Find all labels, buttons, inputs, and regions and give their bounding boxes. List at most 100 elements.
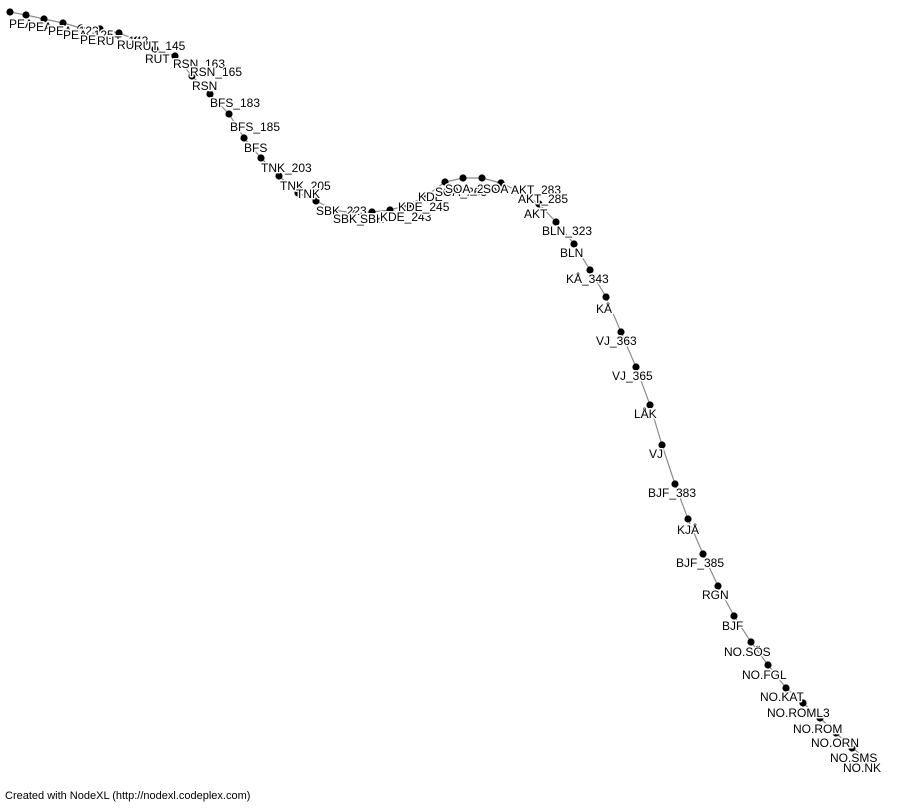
graph-edge	[278, 175, 299, 194]
graph-node	[133, 36, 141, 44]
node-label: RUT_143	[97, 34, 149, 48]
node-label: AKT_285	[518, 192, 568, 206]
node-label: NO.FGL	[742, 668, 787, 682]
graph-node	[497, 179, 505, 187]
node-label: TNK_205	[280, 179, 331, 193]
node-label: KÅ	[596, 301, 612, 316]
node-label: KJÅ	[677, 522, 699, 537]
graph-node	[294, 189, 302, 197]
graph-node	[422, 192, 430, 200]
graph-edge	[802, 702, 821, 719]
graph-edge	[243, 137, 262, 159]
graph-node	[552, 218, 560, 226]
nodexl-credit: Created with NodeXL (http://nodexl.codep…	[5, 790, 251, 802]
graph-node	[275, 172, 283, 180]
graph-edge	[750, 641, 769, 666]
graph-node	[441, 178, 449, 186]
graph-edge	[538, 203, 557, 223]
node-label: KDE_245	[398, 200, 450, 214]
graph-node	[747, 638, 755, 646]
node-label: NO.ROML3	[767, 706, 830, 720]
graph-node	[188, 72, 196, 80]
graph-edge	[687, 518, 704, 555]
node-label: RSN_163	[173, 57, 225, 71]
node-label: VJ_363	[596, 334, 637, 348]
graph-edge	[519, 191, 540, 205]
node-label: RSN_165	[190, 65, 242, 79]
graph-edge	[209, 93, 230, 115]
graph-node	[349, 209, 357, 217]
graph-edge	[649, 404, 663, 446]
graph-node	[22, 11, 30, 19]
graph-node	[671, 480, 679, 488]
graph-node	[632, 363, 640, 371]
node-label: NO.NK	[843, 761, 881, 775]
node-label: LÅK	[634, 406, 657, 421]
node-label: SBK_225	[333, 212, 384, 226]
graph-node	[586, 266, 594, 274]
graph-node	[225, 110, 233, 118]
graph-node	[516, 188, 524, 196]
graph-node	[646, 401, 654, 409]
graph-node	[832, 729, 840, 737]
graph-edge	[620, 331, 637, 368]
graph-edge	[174, 55, 193, 77]
graph-node	[312, 197, 320, 205]
node-label: PEA	[9, 17, 33, 31]
node-label: NO.KAT	[760, 690, 804, 704]
graph-edge	[674, 483, 689, 520]
graph-node	[206, 90, 214, 98]
node-label: PEA_125	[63, 28, 114, 42]
graph-edge	[785, 687, 804, 704]
node-label: NO.SÖS	[724, 645, 771, 659]
node-label: SOA	[483, 182, 508, 196]
node-label: RUT	[117, 38, 142, 52]
graph-edge	[717, 585, 735, 617]
graph-edge	[555, 221, 575, 245]
node-label: BJF_383	[648, 486, 696, 500]
node-label: RUT	[145, 52, 170, 66]
node-label: NO.ROM	[793, 722, 842, 736]
graph-node	[330, 206, 338, 214]
node-label: VJ_365	[612, 369, 653, 383]
graph-node	[6, 8, 14, 16]
node-label: PEA	[28, 20, 52, 34]
graph-edge	[228, 113, 245, 139]
node-label: PEA	[80, 33, 104, 47]
node-label: BLN	[560, 246, 583, 260]
node-label: BJF_385	[676, 556, 724, 570]
node-label: VJ	[649, 447, 663, 461]
graph-edge	[819, 717, 837, 734]
graph-edge	[425, 181, 446, 197]
graph-node	[684, 515, 692, 523]
node-label: BLN_323	[542, 224, 592, 238]
graph-node	[151, 45, 159, 53]
graph-node	[699, 550, 707, 558]
graph-node	[478, 174, 486, 182]
node-label: KDE	[418, 190, 443, 204]
node-label: KDE_243	[380, 210, 432, 224]
graph-node	[602, 293, 610, 301]
node-label: TNK_203	[261, 161, 312, 175]
node-label: SOA_263	[435, 185, 487, 199]
node-label: AKT	[524, 207, 548, 221]
node-label: SBK	[360, 212, 384, 226]
node-label: TNK	[296, 187, 320, 201]
node-label: SBK_223	[316, 204, 367, 218]
graph-node	[617, 328, 625, 336]
graph-edge	[702, 553, 719, 587]
graph-edge	[589, 269, 607, 298]
graph-edge	[835, 732, 853, 749]
node-label: KÅ_343	[566, 271, 609, 286]
graph-edge	[191, 75, 211, 95]
graph-node	[257, 154, 265, 162]
node-layer	[6, 8, 873, 764]
node-label: BFS_183	[210, 96, 260, 110]
graph-edge	[767, 664, 787, 689]
node-label: RSN	[192, 79, 217, 93]
graph-node	[404, 201, 412, 209]
node-label: SOA_265	[445, 182, 497, 196]
graph-node	[865, 756, 873, 764]
graph-node	[77, 24, 85, 32]
node-label: BFS_185	[230, 120, 280, 134]
